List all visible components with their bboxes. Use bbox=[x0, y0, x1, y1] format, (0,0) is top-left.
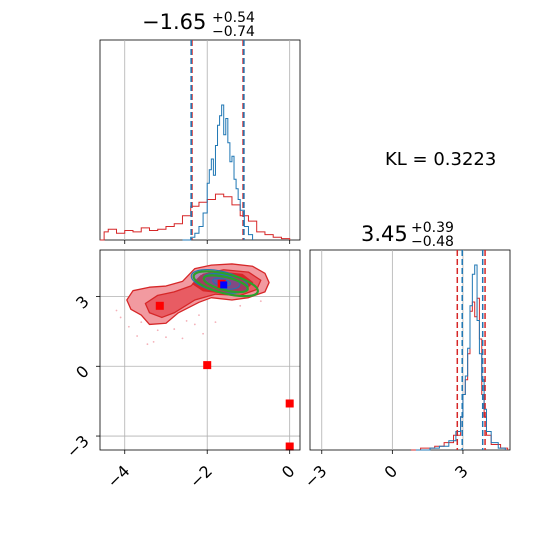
joint-red-marker-3 bbox=[285, 399, 294, 408]
joint-ticks: −4 −2 0 −3 0 3 bbox=[63, 292, 299, 492]
param2-title-main: 3.45 bbox=[361, 222, 408, 246]
joint-xtick-label-2: 0 bbox=[278, 461, 299, 482]
joint-scatter-point-9 bbox=[156, 329, 159, 332]
param1-title-sup: +0.54 bbox=[212, 10, 255, 26]
joint-scatter-point-6 bbox=[185, 320, 188, 322]
joint-ytick-label-0: −3 bbox=[63, 431, 93, 461]
param2-title-sup: +0.39 bbox=[411, 220, 454, 236]
kl-label: KL = 0.3223 bbox=[385, 149, 496, 170]
joint-scatter-point-10 bbox=[202, 332, 204, 335]
hist2-reference-series bbox=[411, 297, 509, 451]
joint-scatter-point-11 bbox=[214, 321, 217, 323]
joint-red-marker-1 bbox=[203, 361, 212, 370]
joint-panel: −4 −2 0 −3 0 3 bbox=[63, 249, 301, 492]
joint-scatter-point-13 bbox=[181, 337, 184, 340]
hist-param1-panel: −1.65 +0.54 −0.74 bbox=[99, 10, 301, 244]
hist-param2-ticks: −3 0 3 bbox=[300, 450, 472, 492]
joint-xtick-label-0: −4 bbox=[103, 461, 133, 491]
joint-red-marker-0 bbox=[155, 301, 164, 310]
hist2-xtick-label-1: 0 bbox=[381, 461, 402, 482]
hist-param2-grid bbox=[321, 250, 464, 450]
joint-scatter-point-12 bbox=[115, 309, 118, 312]
joint-scatter-point-1 bbox=[127, 325, 130, 328]
hist-param1-lines bbox=[100, 40, 291, 241]
joint-scatter-point-3 bbox=[152, 340, 155, 343]
hist-param1-frame bbox=[99, 39, 301, 241]
hist-param2-panel: −3 0 3 3.45 +0.39 −0.48 bbox=[300, 220, 511, 492]
hist1-posterior-series bbox=[182, 104, 254, 241]
joint-scatter-point-4 bbox=[165, 336, 167, 339]
param1-title-sub: −0.74 bbox=[212, 24, 255, 40]
hist-param2-frame bbox=[309, 249, 511, 451]
joint-blue-marker bbox=[220, 281, 228, 289]
joint-red-marker-4 bbox=[285, 442, 294, 451]
hist-param1-grid bbox=[124, 40, 291, 244]
hist2-xtick-label-0: −3 bbox=[300, 461, 330, 491]
joint-scatter-point-15 bbox=[239, 304, 242, 307]
param2-title-sub: −0.48 bbox=[411, 234, 454, 250]
param1-title-main: −1.65 bbox=[142, 10, 206, 34]
joint-scatter-point-8 bbox=[140, 321, 143, 323]
joint-scatter-point-0 bbox=[119, 316, 122, 319]
joint-green-contour-1 bbox=[202, 274, 249, 294]
joint-ytick-label-1: 0 bbox=[72, 362, 93, 383]
joint-scatter-point-7 bbox=[193, 323, 196, 326]
joint-frame bbox=[99, 249, 301, 451]
hist2-posterior-series bbox=[415, 264, 506, 451]
joint-green-contour-0 bbox=[192, 270, 259, 298]
joint-scatter-point-16 bbox=[259, 300, 262, 303]
joint-contours bbox=[115, 263, 294, 451]
joint-ytick-label-2: 3 bbox=[72, 292, 93, 313]
hist-param2-lines bbox=[411, 250, 509, 451]
hist2-xtick-label-2: 3 bbox=[451, 461, 472, 482]
joint-scatter-point-2 bbox=[136, 335, 139, 337]
joint-xtick-label-1: −2 bbox=[186, 461, 216, 491]
joint-scatter-point-19 bbox=[198, 314, 200, 317]
joint-scatter-point-14 bbox=[146, 343, 149, 346]
joint-scatter-point-5 bbox=[173, 328, 176, 330]
